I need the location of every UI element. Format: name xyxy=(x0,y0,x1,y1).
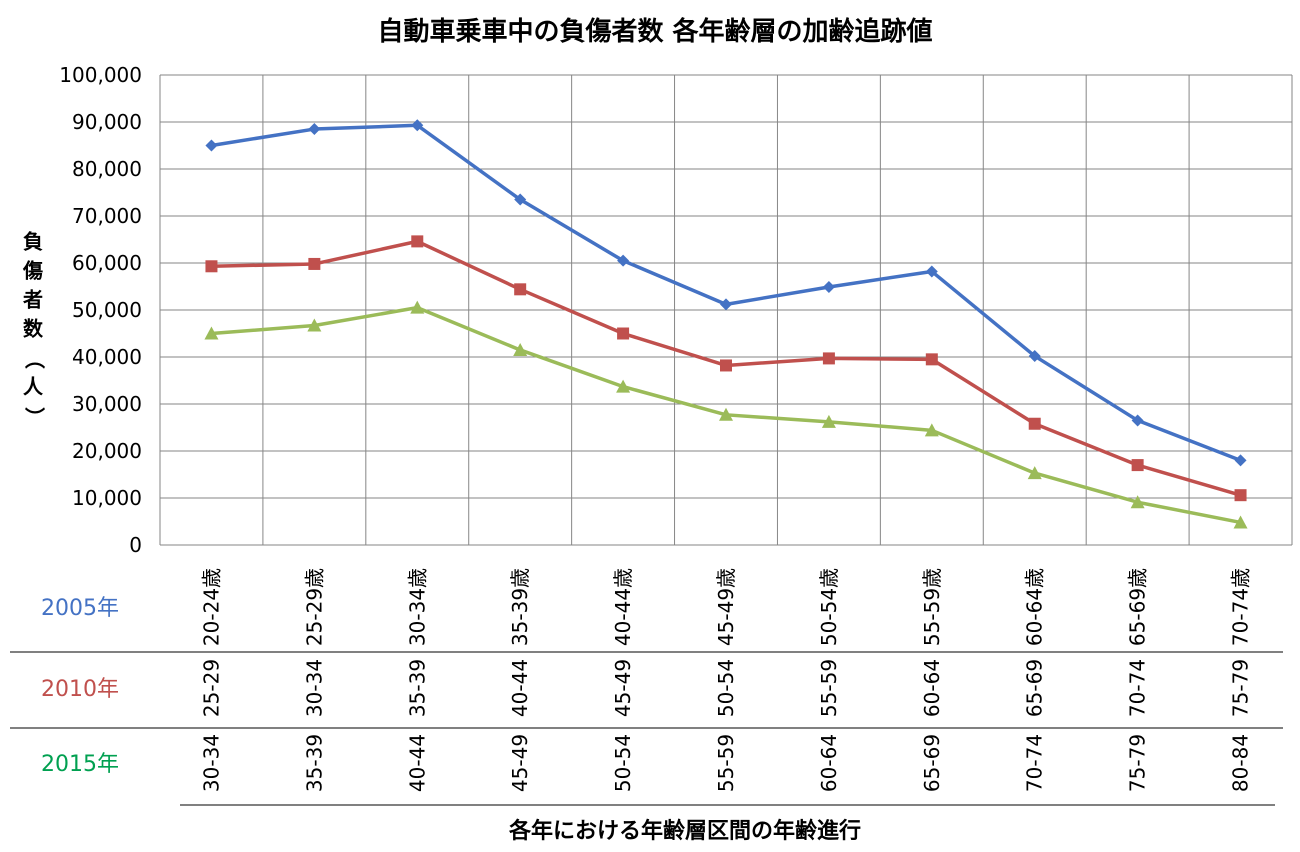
y-label-char: （ xyxy=(23,349,47,369)
y-tick-label: 10,000 xyxy=(72,486,142,510)
x-category-label: 70-74歳 xyxy=(1229,568,1253,646)
data-point-triangle xyxy=(204,326,219,340)
y-tick-label: 30,000 xyxy=(72,392,142,416)
series-row-label: 2010年 xyxy=(41,677,119,702)
y-tick-label: 90,000 xyxy=(72,110,142,134)
x-category-label: 55-59歳 xyxy=(920,568,944,646)
x-category-label: 65-69 xyxy=(1023,659,1047,717)
data-point-square xyxy=(1131,459,1144,472)
data-point-diamond xyxy=(925,265,938,278)
data-point-diamond xyxy=(720,298,732,311)
x-axis-label: 各年における年齢層区間の年齢進行 xyxy=(508,818,861,844)
data-point-diamond xyxy=(1131,414,1144,427)
y-axis-ticks: 0 10,000 20,000 30,000 40,000 50,000 60,000 70,… xyxy=(59,63,142,557)
data-point-triangle xyxy=(821,414,836,428)
data-point-square xyxy=(1234,489,1247,502)
y-label-char: 者 xyxy=(22,288,43,312)
series-row-label: 2005年 xyxy=(41,596,119,621)
series-row-label: 2015年 xyxy=(41,752,119,777)
y-tick-label: 0 xyxy=(129,533,142,557)
y-label-char: 数 xyxy=(23,317,44,341)
data-point-diamond xyxy=(1028,350,1041,363)
y-tick-label: 60,000 xyxy=(72,251,142,275)
x-category-label: 55-59 xyxy=(714,734,738,792)
data-point-diamond xyxy=(205,139,218,152)
data-point-square xyxy=(925,353,938,366)
x-category-label: 65-69 xyxy=(920,734,944,792)
x-category-label: 40-44 xyxy=(508,659,532,717)
x-category-label: 45-49 xyxy=(508,734,532,792)
series-group xyxy=(204,119,1248,529)
data-point-square xyxy=(205,260,218,273)
x-category-label: 45-49 xyxy=(611,659,635,717)
x-category-label: 50-54歳 xyxy=(817,568,841,646)
data-point-square xyxy=(308,257,321,270)
y-label-char: 傷 xyxy=(22,259,43,283)
x-category-label: 30-34 xyxy=(302,659,326,717)
x-category-label: 35-39歳 xyxy=(508,568,532,646)
x-category-label: 80-84 xyxy=(1229,734,1253,792)
data-point-square xyxy=(617,327,630,340)
x-category-label: 50-54 xyxy=(611,734,635,792)
data-point-triangle xyxy=(924,423,939,437)
y-tick-label: 70,000 xyxy=(72,204,142,228)
x-category-label: 75-79 xyxy=(1229,659,1253,717)
data-point-diamond xyxy=(411,119,424,132)
data-point-triangle xyxy=(1027,466,1042,480)
y-tick-label: 100,000 xyxy=(59,63,142,87)
data-point-square xyxy=(411,235,424,248)
x-category-label: 75-79 xyxy=(1126,734,1150,792)
x-category-label: 70-74 xyxy=(1023,734,1047,792)
x-category-label: 65-69歳 xyxy=(1126,568,1150,646)
data-point-triangle xyxy=(307,318,322,332)
y-label-char: 人 xyxy=(23,375,44,399)
y-label-char: ） xyxy=(23,407,47,427)
data-point-triangle xyxy=(410,300,425,314)
data-point-triangle xyxy=(719,407,733,421)
data-point-triangle xyxy=(1233,515,1248,529)
y-axis-label: 負傷者数 （ 人 ） xyxy=(22,230,47,428)
data-point-square xyxy=(1028,417,1041,430)
y-tick-label: 40,000 xyxy=(72,345,142,369)
data-point-diamond xyxy=(514,193,527,206)
y-label-char: 負 xyxy=(23,230,43,254)
y-tick-label: 80,000 xyxy=(72,157,142,181)
x-category-table: 2005年 20-24歳 25-29歳 30-34歳 35-39歳 40-44歳 45-49… xyxy=(10,568,1283,806)
x-category-label: 30-34 xyxy=(199,734,223,792)
x-category-label: 70-74 xyxy=(1126,659,1150,717)
x-category-label: 30-34歳 xyxy=(405,568,429,646)
x-category-label: 60-64 xyxy=(920,659,944,717)
data-point-square xyxy=(822,352,835,365)
data-point-diamond xyxy=(617,254,630,267)
x-category-label: 45-49歳 xyxy=(714,568,738,646)
data-point-square xyxy=(720,359,732,372)
x-category-label: 40-44 xyxy=(405,734,429,792)
x-category-label: 35-39 xyxy=(302,734,326,792)
data-point-triangle xyxy=(513,342,528,356)
y-tick-label: 20,000 xyxy=(72,439,142,463)
data-point-square xyxy=(514,283,527,296)
x-category-label: 20-24歳 xyxy=(199,568,223,646)
x-category-label: 25-29 xyxy=(199,659,223,717)
x-category-label: 55-59 xyxy=(817,659,841,717)
data-point-diamond xyxy=(308,123,321,136)
x-category-label: 40-44歳 xyxy=(611,568,635,646)
data-point-diamond xyxy=(1234,454,1247,467)
x-category-label: 35-39 xyxy=(405,659,429,717)
x-category-label: 25-29歳 xyxy=(302,568,326,646)
x-category-label: 60-64歳 xyxy=(1023,568,1047,646)
data-point-diamond xyxy=(822,280,835,293)
data-point-triangle xyxy=(616,379,631,393)
chart-title: 自動車乗車中の負傷者数 各年齢層の加齢追跡値 xyxy=(377,16,932,47)
x-category-label: 50-54 xyxy=(714,659,738,717)
data-point-triangle xyxy=(1130,495,1145,509)
x-category-label: 60-64 xyxy=(817,734,841,792)
y-tick-label: 50,000 xyxy=(72,298,142,322)
